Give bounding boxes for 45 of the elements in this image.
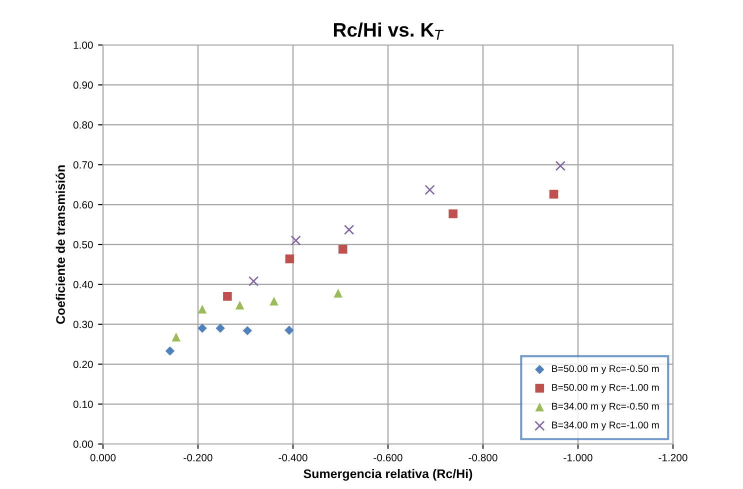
point (172, 332, 181, 342)
y-tick-label: 1.00 (74, 42, 93, 49)
y-tick-label: 0.70 (73, 161, 93, 169)
y-tick-label: 0.50 (73, 241, 93, 248)
point (285, 254, 294, 264)
point (242, 326, 252, 336)
x-tick-label: 0.000 (90, 454, 116, 462)
point (235, 300, 244, 310)
point (198, 324, 207, 333)
y-tick-label: 0.10 (73, 400, 93, 408)
point (555, 160, 566, 171)
y-tick-label: 0.30 (73, 320, 93, 328)
x-tick-label: -1.200 (658, 454, 688, 462)
point (270, 296, 278, 306)
y-tick-label: 0.90 (73, 81, 93, 89)
point (334, 288, 343, 298)
x-tick-label: -0.200 (184, 454, 212, 462)
y-tick-label: 0.40 (73, 280, 93, 288)
x-tick-label: -0.600 (374, 454, 402, 462)
chart-title: Rc/Hi vs. K$_{T}$ (334, 22, 444, 40)
point (424, 184, 435, 195)
y-tick-label: 0.60 (73, 201, 93, 208)
point (248, 276, 259, 286)
y-tick-label: 0.20 (73, 360, 93, 368)
point (290, 235, 301, 246)
point (344, 224, 354, 235)
point (284, 326, 294, 335)
legend-label: B=50.00 m y Rc=-1.00 m (552, 384, 659, 393)
point (216, 324, 225, 333)
y-axis-title: Coeficiente de transmisión (56, 165, 65, 324)
point (165, 346, 175, 356)
x-tick-label: -1.000 (564, 454, 592, 462)
point (198, 304, 207, 314)
x-tick-label: -0.800 (468, 454, 498, 462)
point (448, 209, 458, 218)
point (549, 190, 558, 199)
x-tick-label: -0.400 (278, 454, 308, 462)
y-tick-label: 0.80 (73, 121, 93, 129)
y-tick-label: 0.00 (73, 440, 93, 448)
point (223, 292, 232, 301)
legend-label: B=50.00 m y Rc=-0.50 m (552, 365, 659, 374)
legend-label: B=34.00 m y Rc=-0.50 m (552, 402, 659, 412)
x-axis-title: Sumergencia relativa (Rc/Hi) (304, 468, 472, 481)
point (338, 244, 348, 254)
legend-label: B=34.00 m y Rc=-1.00 m (552, 422, 659, 430)
